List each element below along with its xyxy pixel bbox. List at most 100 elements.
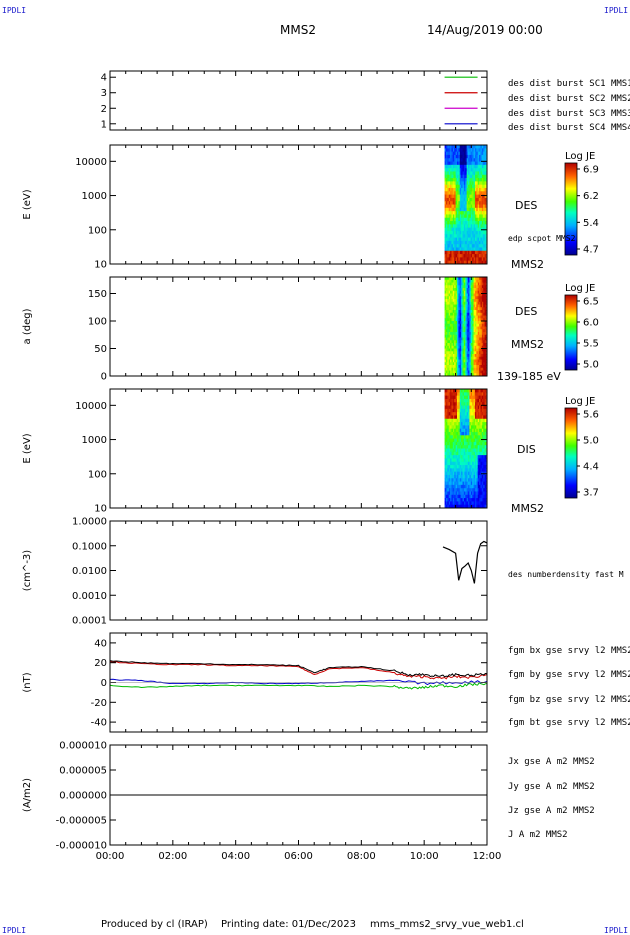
spectrogram-cell	[473, 445, 476, 449]
spectrogram-cell	[461, 158, 463, 162]
spectrogram-cell	[470, 501, 473, 506]
spectrogram-cell	[472, 332, 474, 336]
y-tick-label-0-0: 1	[101, 119, 107, 130]
spectrogram-cell	[451, 299, 454, 303]
spectrogram-cell	[465, 362, 468, 366]
spectrogram-cell	[472, 365, 474, 369]
spectrogram-cell	[454, 318, 457, 322]
spectrogram-cell	[468, 392, 470, 397]
spectrogram-cell	[452, 318, 455, 322]
spectrogram-cell	[454, 171, 457, 176]
spectrogram-cell	[444, 214, 447, 219]
spectrogram-cell	[444, 435, 447, 439]
spectrogram-cell	[445, 181, 448, 186]
spectrogram-cell	[474, 293, 477, 297]
spectrogram-cell	[458, 498, 461, 502]
spectrogram-cell	[451, 161, 454, 166]
spectrogram-cell	[479, 282, 481, 286]
spectrogram-cell	[462, 461, 465, 466]
spectrogram-cell	[477, 315, 480, 319]
spectrogram-cell	[472, 478, 474, 482]
pitch-energy-range-label: 139-185 eV	[497, 370, 561, 383]
spectrogram-cell	[472, 448, 474, 453]
spectrogram-cell	[448, 494, 451, 499]
footer-product-name: mms_mms2_srvy_vue_web1.cl	[370, 919, 524, 930]
spectrogram-cell	[476, 359, 479, 363]
spectrogram-cell	[477, 351, 480, 355]
spectrogram-cell	[462, 296, 465, 300]
spectrogram-cell	[445, 221, 448, 225]
spectrogram-cell	[454, 431, 457, 436]
spectrogram-cell	[447, 405, 450, 410]
spectrogram-cell	[452, 290, 455, 294]
spectrogram-cell	[455, 345, 458, 349]
y-tick-label-1-0: 10	[94, 260, 107, 271]
spectrogram-cell	[450, 312, 452, 316]
spectrogram-cell	[476, 494, 479, 499]
spectrogram-cell	[469, 474, 472, 479]
spectrogram-cell	[459, 455, 462, 459]
spectrogram-cell	[472, 230, 474, 235]
spectrogram-cell	[454, 329, 457, 333]
spectrogram-cell	[447, 312, 450, 316]
spectrogram-cell	[483, 145, 486, 149]
spectrogram-cell	[445, 201, 448, 205]
spectrogram-cell	[461, 448, 463, 453]
spectrogram-cell	[481, 373, 484, 377]
spectrogram-cell	[452, 197, 455, 202]
spectrogram-cell	[463, 428, 466, 433]
spectrogram-cell	[465, 181, 468, 186]
spectrogram-cell	[476, 214, 479, 219]
spectrogram-cell	[480, 395, 483, 400]
spectrogram-cell	[462, 260, 465, 265]
spectrogram-cell	[452, 451, 455, 456]
spectrogram-cell	[474, 435, 477, 439]
spectrogram-cell	[477, 145, 480, 149]
spectrogram-cell	[455, 431, 458, 436]
spectrogram-cell	[457, 288, 459, 292]
spectrogram-cell	[468, 154, 470, 159]
spectrogram-cell	[479, 332, 481, 336]
spectrogram-cell	[450, 161, 452, 166]
spectrogram-cell	[470, 498, 473, 502]
spectrogram-cell	[459, 468, 462, 473]
spectrogram-cell	[451, 367, 454, 371]
spectrogram-cell	[472, 257, 474, 262]
spectrogram-cell	[461, 299, 463, 303]
spectrogram-cell	[447, 448, 450, 453]
spectrogram-cell	[477, 474, 480, 479]
spectrogram-cell	[474, 244, 477, 248]
spectrogram-cell	[474, 282, 477, 286]
spectrogram-cell	[462, 348, 465, 352]
spectrogram-cell	[476, 279, 479, 283]
spectrogram-cell	[451, 301, 454, 305]
spectrogram-cell	[477, 174, 480, 179]
spectrogram-cell	[481, 187, 484, 192]
spectrogram-cell	[459, 441, 462, 446]
spectrogram-cell	[457, 405, 459, 410]
spectrogram-cell	[470, 412, 473, 416]
spectrogram-cell	[484, 260, 487, 265]
spectrogram-cell	[472, 168, 474, 172]
spectrogram-cell	[461, 468, 463, 473]
spectrogram-cell	[451, 484, 454, 489]
spectrogram-cell	[468, 405, 470, 410]
spectrogram-cell	[465, 254, 468, 258]
spectrogram-cell	[450, 221, 452, 225]
spectrogram-cell	[480, 312, 483, 316]
spectrogram-cell	[480, 285, 483, 289]
spectrogram-cell	[483, 428, 486, 433]
spectrogram-cell	[483, 178, 486, 182]
spectrogram-cell	[445, 359, 448, 363]
spectrogram-cell	[458, 501, 461, 506]
spectrogram-cell	[452, 488, 455, 492]
spectrogram-cell	[447, 398, 450, 403]
spectrogram-cell	[465, 315, 468, 319]
spectrogram-cell	[461, 471, 463, 476]
spectrogram-cell	[474, 441, 477, 446]
spectrogram-cell	[448, 191, 451, 195]
spectrogram-cell	[483, 194, 486, 199]
spectrogram-cell	[448, 451, 451, 456]
spectrogram-cell	[461, 332, 463, 336]
spectrogram-cell	[458, 356, 461, 360]
